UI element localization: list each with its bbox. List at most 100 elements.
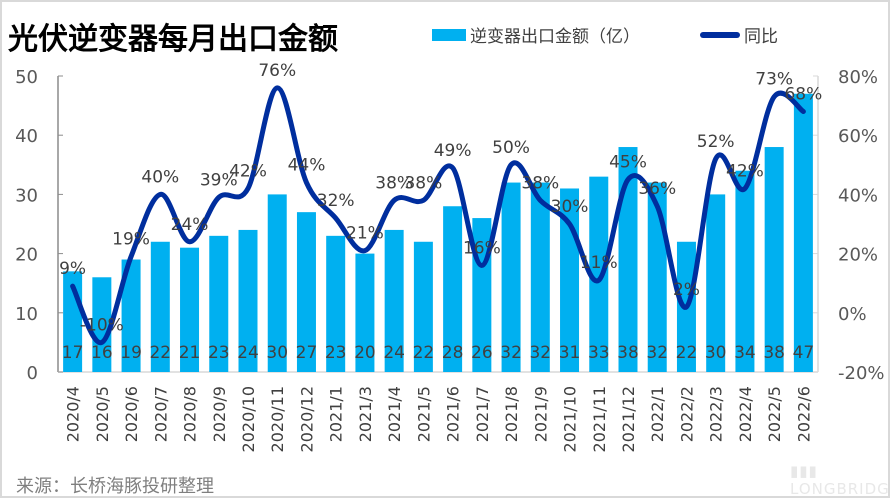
bar-value-label: 30: [705, 343, 727, 363]
bar-value-label: 26: [471, 343, 493, 363]
bar: [326, 235, 346, 372]
yoy-value-label: 39%: [200, 170, 238, 190]
category-label: 2020/8: [181, 386, 200, 442]
category-label: 2022/6: [794, 386, 813, 442]
bar-value-label: 31: [559, 343, 581, 363]
bar-value-label: 17: [62, 343, 84, 363]
yoy-value-label: 30%: [551, 197, 589, 217]
bar-value-label: 47: [793, 343, 815, 363]
category-label: 2021/8: [502, 386, 521, 442]
bar: [209, 235, 229, 372]
yoy-value-label: 21%: [346, 224, 384, 244]
yoy-value-label: 2%: [673, 280, 700, 300]
bar: [501, 182, 521, 372]
bar-value-label: 28: [442, 343, 464, 363]
yoy-value-label: 32%: [317, 191, 355, 211]
bar-value-label: 32: [529, 343, 551, 363]
legend-line-label: 同比: [744, 27, 778, 47]
yoy-value-label: 49%: [434, 141, 472, 161]
category-label: 2021/11: [590, 386, 609, 452]
legend-bar-swatch: [432, 28, 466, 41]
yoy-value-label: 76%: [258, 61, 296, 81]
category-label: 2022/4: [736, 386, 755, 442]
yoy-value-label: 42%: [726, 161, 764, 181]
category-label: 2021/9: [531, 386, 550, 442]
category-label: 2020/10: [239, 386, 258, 452]
category-label: 2021/3: [356, 386, 375, 442]
category-label: 2022/5: [765, 386, 784, 442]
left-tick-label: 20: [15, 245, 38, 266]
bar: [413, 241, 433, 372]
category-label: 2021/1: [327, 386, 346, 442]
yoy-value-label: 40%: [141, 167, 179, 187]
bar: [443, 206, 463, 372]
bar: [238, 229, 258, 372]
right-tick-label: 80%: [838, 67, 878, 88]
category-label: 2020/6: [122, 386, 141, 442]
category-label: 2022/1: [648, 386, 667, 442]
legend-bar-label: 逆变器出口金额（亿）: [470, 27, 640, 47]
category-label: 2020/4: [64, 386, 83, 442]
bar-value-label: 20: [354, 343, 376, 363]
bar: [180, 247, 200, 372]
bar-value-label: 23: [208, 343, 230, 363]
yoy-value-label: -10%: [80, 315, 124, 335]
category-label: 2021/10: [561, 386, 580, 452]
yoy-value-label: 44%: [288, 156, 326, 176]
category-label: 2020/5: [93, 386, 112, 442]
category-label: 2021/6: [444, 386, 463, 442]
yoy-value-label: 16%: [463, 238, 501, 258]
bar-value-label: 22: [676, 343, 698, 363]
right-tick-label: 0%: [838, 304, 867, 325]
yoy-value-label: 42%: [229, 161, 267, 181]
yoy-value-label: 45%: [609, 153, 647, 173]
left-tick-label: 10: [15, 304, 38, 325]
bar: [618, 147, 638, 372]
bar-value-label: 38: [617, 343, 639, 363]
bar-value-label: 22: [149, 343, 171, 363]
category-label: 2022/2: [677, 386, 696, 442]
yoy-value-label: 24%: [171, 215, 209, 235]
source-note: 来源：长桥海豚投研整理: [16, 476, 214, 497]
bar: [793, 93, 813, 372]
right-tick-label: -20%: [838, 363, 885, 384]
bar: [764, 147, 784, 372]
bar-value-label: 32: [646, 343, 668, 363]
legend-line-swatch: [700, 31, 740, 38]
bar: [384, 229, 404, 372]
category-label: 2020/11: [268, 386, 287, 452]
left-tick-label: 0: [27, 363, 38, 384]
bar-value-label: 21: [179, 343, 201, 363]
left-tick-label: 50: [15, 67, 38, 88]
category-label: 2021/4: [385, 386, 404, 442]
yoy-value-label: 19%: [112, 230, 150, 250]
category-label: 2020/7: [151, 386, 170, 442]
bar-value-label: 19: [120, 343, 142, 363]
yoy-value-label: 36%: [638, 179, 676, 199]
bar: [267, 194, 287, 372]
yoy-value-label: 9%: [59, 259, 86, 279]
bar: [589, 176, 609, 372]
right-tick-label: 60%: [838, 126, 878, 147]
category-label: 2021/7: [473, 386, 492, 442]
right-tick-label: 40%: [838, 185, 878, 206]
yoy-value-label: 50%: [492, 138, 530, 158]
category-label: 2021/12: [619, 386, 638, 452]
yoy-value-label: 52%: [697, 132, 735, 152]
yoy-value-label: 68%: [784, 85, 822, 105]
yoy-value-label: 38%: [404, 173, 442, 193]
category-label: 2020/12: [297, 386, 316, 452]
bar-value-label: 27: [296, 343, 318, 363]
watermark-logo: ▮▮▮ LONGBRIDGE: [790, 462, 890, 498]
bar-value-label: 24: [383, 343, 405, 363]
yoy-line: [70, 85, 806, 345]
bar: [150, 241, 170, 372]
yoy-value-label: 11%: [580, 253, 618, 273]
bar-value-label: 33: [588, 343, 610, 363]
bar: [735, 170, 755, 372]
left-tick-label: 30: [15, 185, 38, 206]
bar: [92, 277, 112, 372]
bar-value-label: 23: [325, 343, 347, 363]
